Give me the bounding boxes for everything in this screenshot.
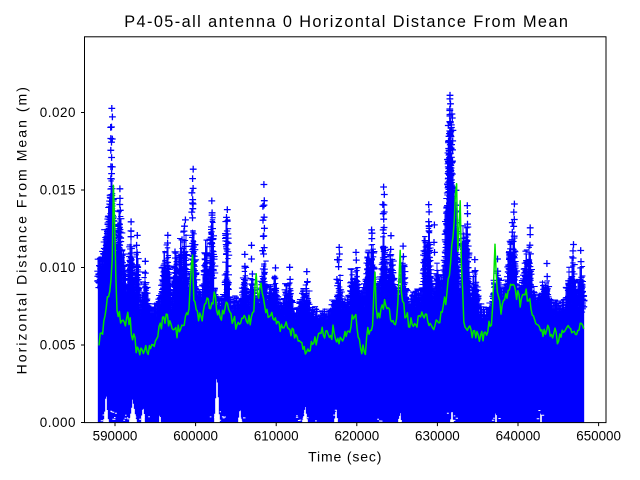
svg-text:610000: 610000: [254, 429, 299, 444]
svg-text:Time (sec): Time (sec): [308, 448, 382, 464]
svg-text:0.000: 0.000: [40, 415, 76, 430]
svg-text:620000: 620000: [334, 429, 379, 444]
svg-text:590000: 590000: [93, 429, 138, 444]
svg-text:0.010: 0.010: [40, 260, 76, 275]
svg-text:630000: 630000: [415, 429, 460, 444]
svg-text:P4-05-all antenna 0 Horizontal: P4-05-all antenna 0 Horizontal Distance …: [124, 13, 569, 31]
svg-text:0.020: 0.020: [40, 105, 76, 120]
svg-text:600000: 600000: [173, 429, 218, 444]
svg-text:Horizontal Distance From Mean: Horizontal Distance From Mean (m): [14, 85, 30, 374]
svg-text:650000: 650000: [576, 429, 621, 444]
svg-text:0.015: 0.015: [40, 183, 76, 198]
svg-text:0.005: 0.005: [40, 338, 76, 353]
svg-text:640000: 640000: [496, 429, 541, 444]
